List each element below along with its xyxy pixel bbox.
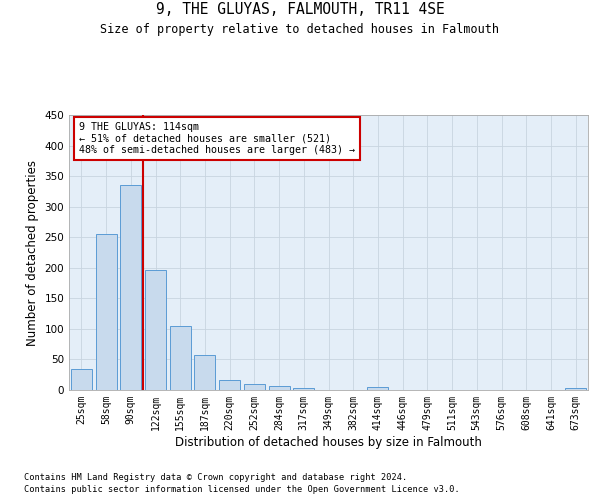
Text: 9 THE GLUYAS: 114sqm
← 51% of detached houses are smaller (521)
48% of semi-deta: 9 THE GLUYAS: 114sqm ← 51% of detached h… (79, 122, 355, 155)
Text: Contains public sector information licensed under the Open Government Licence v3: Contains public sector information licen… (24, 485, 460, 494)
Bar (194, 355, 215, 390)
Y-axis label: Number of detached properties: Number of detached properties (26, 160, 39, 346)
Bar (367, 387, 388, 390)
Bar (120, 184, 141, 390)
Bar (170, 326, 191, 390)
X-axis label: Distribution of detached houses by size in Falmouth: Distribution of detached houses by size … (175, 436, 482, 448)
Bar (565, 388, 586, 390)
Bar (95, 234, 116, 390)
Text: Size of property relative to detached houses in Falmouth: Size of property relative to detached ho… (101, 22, 499, 36)
Bar (293, 388, 314, 390)
Bar (145, 270, 166, 390)
Bar (71, 368, 92, 390)
Text: Contains HM Land Registry data © Crown copyright and database right 2024.: Contains HM Land Registry data © Crown c… (24, 472, 407, 482)
Bar (269, 386, 290, 390)
Text: 9, THE GLUYAS, FALMOUTH, TR11 4SE: 9, THE GLUYAS, FALMOUTH, TR11 4SE (155, 2, 445, 18)
Bar (244, 384, 265, 390)
Bar (219, 380, 240, 390)
